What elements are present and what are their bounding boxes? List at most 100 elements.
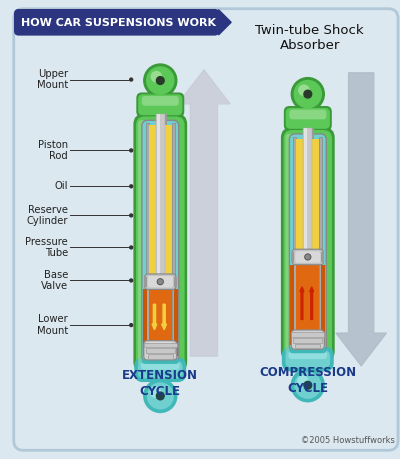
Text: EXTENSION
CYCLE: EXTENSION CYCLE	[122, 369, 198, 398]
FancyBboxPatch shape	[286, 109, 329, 128]
Circle shape	[291, 369, 324, 402]
Bar	[174, 290, 178, 356]
Circle shape	[144, 380, 177, 413]
Text: Twin-tube Shock
Absorber: Twin-tube Shock Absorber	[256, 24, 364, 52]
FancyBboxPatch shape	[138, 361, 183, 379]
Bar	[293, 338, 322, 342]
Bar	[156, 114, 165, 274]
Text: COMPRESSION
CYCLE: COMPRESSION CYCLE	[259, 366, 356, 395]
FancyBboxPatch shape	[147, 342, 174, 354]
Text: Piston
Rod: Piston Rod	[38, 140, 68, 161]
Circle shape	[130, 214, 133, 217]
Circle shape	[130, 324, 133, 326]
Polygon shape	[178, 70, 230, 356]
Polygon shape	[336, 73, 386, 366]
FancyBboxPatch shape	[292, 249, 323, 265]
Text: Oil: Oil	[54, 181, 68, 191]
Bar	[157, 114, 160, 274]
Circle shape	[304, 90, 312, 98]
Bar	[144, 342, 177, 347]
FancyArrow shape	[310, 287, 314, 319]
FancyBboxPatch shape	[142, 120, 179, 362]
Circle shape	[294, 372, 321, 399]
FancyBboxPatch shape	[134, 114, 186, 372]
Text: Reserve
Cylinder: Reserve Cylinder	[26, 205, 68, 226]
Bar	[304, 128, 312, 249]
FancyBboxPatch shape	[141, 362, 180, 370]
Bar	[149, 290, 172, 348]
FancyBboxPatch shape	[291, 330, 324, 349]
Text: Base
Valve: Base Valve	[41, 269, 68, 291]
FancyBboxPatch shape	[294, 332, 321, 343]
FancyBboxPatch shape	[136, 117, 184, 370]
Polygon shape	[218, 10, 231, 35]
FancyBboxPatch shape	[138, 120, 146, 366]
FancyBboxPatch shape	[295, 251, 320, 263]
Bar	[174, 277, 177, 286]
Bar	[304, 128, 314, 249]
Bar	[321, 265, 325, 346]
FancyBboxPatch shape	[137, 93, 184, 117]
Circle shape	[298, 84, 310, 96]
Bar	[295, 343, 320, 348]
Circle shape	[144, 64, 177, 97]
Circle shape	[158, 280, 162, 284]
Circle shape	[130, 78, 133, 81]
Circle shape	[297, 375, 309, 387]
FancyBboxPatch shape	[14, 9, 398, 450]
Circle shape	[130, 149, 133, 152]
Circle shape	[291, 78, 324, 111]
Circle shape	[304, 381, 312, 389]
Circle shape	[147, 67, 174, 94]
Bar	[321, 252, 324, 262]
FancyBboxPatch shape	[139, 95, 182, 114]
Bar	[146, 123, 149, 356]
FancyBboxPatch shape	[288, 351, 327, 359]
Bar	[143, 290, 147, 356]
Bar	[157, 114, 166, 274]
Circle shape	[156, 392, 164, 400]
FancyBboxPatch shape	[289, 110, 326, 119]
FancyBboxPatch shape	[286, 350, 330, 368]
FancyBboxPatch shape	[282, 347, 333, 371]
FancyBboxPatch shape	[142, 358, 179, 364]
Bar	[293, 137, 296, 346]
Circle shape	[130, 185, 133, 188]
Bar	[296, 265, 320, 338]
FancyArrow shape	[162, 304, 166, 330]
Bar	[144, 277, 147, 286]
FancyBboxPatch shape	[284, 130, 332, 359]
Circle shape	[130, 279, 133, 282]
Bar	[146, 348, 175, 353]
Text: Upper
Mount: Upper Mount	[37, 69, 68, 90]
Bar	[320, 137, 322, 346]
Text: ©2005 Howstuffworks: ©2005 Howstuffworks	[301, 437, 395, 445]
Circle shape	[150, 71, 162, 83]
FancyBboxPatch shape	[289, 347, 326, 353]
Bar	[291, 252, 294, 262]
Circle shape	[150, 386, 161, 398]
FancyBboxPatch shape	[289, 134, 326, 351]
FancyBboxPatch shape	[286, 134, 293, 355]
Bar	[149, 125, 172, 274]
FancyBboxPatch shape	[284, 107, 331, 130]
Circle shape	[305, 254, 311, 260]
Bar	[296, 139, 320, 249]
FancyBboxPatch shape	[282, 128, 334, 361]
Bar	[291, 332, 324, 337]
FancyBboxPatch shape	[145, 274, 176, 290]
FancyBboxPatch shape	[135, 358, 186, 381]
Circle shape	[130, 246, 133, 249]
Bar	[172, 123, 175, 356]
FancyArrow shape	[152, 304, 157, 330]
Bar	[290, 265, 294, 346]
FancyBboxPatch shape	[148, 276, 173, 287]
Circle shape	[306, 255, 310, 259]
Bar	[148, 354, 173, 359]
FancyBboxPatch shape	[144, 341, 177, 360]
Circle shape	[294, 80, 321, 108]
Text: Lower
Mount: Lower Mount	[37, 314, 68, 336]
FancyBboxPatch shape	[142, 96, 179, 106]
FancyArrow shape	[300, 287, 304, 319]
FancyBboxPatch shape	[15, 10, 218, 35]
